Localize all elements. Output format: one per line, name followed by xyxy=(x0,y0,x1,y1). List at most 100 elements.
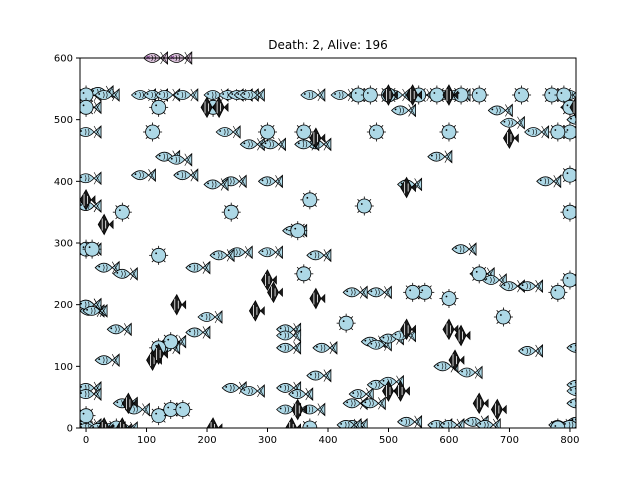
angelfish-icon xyxy=(472,392,489,415)
pufferfish-icon xyxy=(548,418,568,428)
y-tick-label: 200 xyxy=(54,300,73,311)
fish-icon xyxy=(239,137,265,152)
y-axis: 0 100 200 300 400 500 600 xyxy=(54,54,80,435)
fish-icon xyxy=(397,414,423,428)
markers xyxy=(80,51,576,428)
pufferfish-icon xyxy=(354,196,374,216)
pufferfish-icon xyxy=(288,221,308,241)
fish-icon xyxy=(197,310,223,324)
angelfish-icon xyxy=(206,417,223,428)
pufferfish-icon xyxy=(149,97,169,117)
y-tick-label: 300 xyxy=(54,239,73,250)
fish-icon xyxy=(572,92,576,98)
fish-icon xyxy=(276,328,302,343)
pufferfish-icon xyxy=(112,202,132,222)
pufferfish-icon xyxy=(560,202,576,222)
x-tick-label: 800 xyxy=(560,435,579,446)
x-tick-label: 400 xyxy=(318,435,337,446)
angelfish-icon xyxy=(261,269,277,291)
angelfish-icon xyxy=(115,417,132,428)
fish-icon xyxy=(518,344,544,358)
y-tick-label: 100 xyxy=(54,362,73,373)
y-tick-label: 600 xyxy=(54,54,73,65)
x-tick-label: 700 xyxy=(500,435,519,446)
fish-icon xyxy=(112,266,138,281)
angelfish-icon xyxy=(285,417,302,428)
pufferfish-icon xyxy=(403,282,423,302)
x-tick-label: 0 xyxy=(83,435,89,446)
fish-icon xyxy=(257,174,283,189)
y-tick-label: 400 xyxy=(54,177,73,188)
pufferfish-icon xyxy=(439,122,459,142)
fish-icon xyxy=(457,365,483,380)
fish-icon xyxy=(288,387,314,401)
pufferfish-icon xyxy=(221,202,241,222)
angelfish-icon xyxy=(442,318,459,341)
angelfish-icon xyxy=(454,324,471,347)
fish-icon xyxy=(209,248,235,263)
fish-icon xyxy=(185,325,211,340)
fish-icon xyxy=(94,353,120,368)
fish-icon xyxy=(106,322,132,337)
angelfish-icon xyxy=(121,392,138,415)
angelfish-icon xyxy=(442,84,459,106)
pufferfish-icon xyxy=(360,85,380,105)
fish-icon xyxy=(80,125,102,139)
pufferfish-icon xyxy=(493,307,513,327)
fish-icon xyxy=(360,396,386,411)
fish-icon xyxy=(451,242,477,257)
x-tick-label: 200 xyxy=(197,435,216,446)
angelfish-icon xyxy=(291,398,308,421)
pufferfish-icon xyxy=(348,85,368,105)
y-tick-label: 500 xyxy=(54,115,73,126)
angelfish-icon xyxy=(448,349,465,371)
pufferfish-icon xyxy=(554,85,574,105)
angelfish-icon xyxy=(97,417,114,428)
y-tick-label: 0 xyxy=(67,424,73,435)
fish-icon xyxy=(239,88,265,102)
fish-icon xyxy=(566,386,576,396)
chart-title: Death: 2, Alive: 196 xyxy=(268,38,388,52)
pufferfish-icon xyxy=(258,122,278,142)
pufferfish-icon xyxy=(143,122,163,142)
fish-icon xyxy=(130,168,156,183)
fish-icon xyxy=(366,285,392,300)
angelfish-icon xyxy=(212,96,229,119)
fish-icon xyxy=(80,171,102,186)
fish-icon xyxy=(348,387,374,401)
pufferfish-icon xyxy=(80,406,96,426)
fish-icon xyxy=(80,387,102,401)
fish-icon xyxy=(566,342,576,353)
pufferfish-icon xyxy=(512,85,532,105)
fish-icon xyxy=(475,418,501,428)
fish-icon xyxy=(499,115,525,130)
fish-icon xyxy=(427,149,453,164)
pufferfish-icon xyxy=(173,400,193,419)
pufferfish-icon xyxy=(469,85,489,105)
x-tick-label: 600 xyxy=(439,435,458,446)
fish-icon xyxy=(203,177,229,192)
fish-icon xyxy=(173,168,199,183)
angelfish-icon xyxy=(309,287,326,310)
angelfish-icon xyxy=(309,127,326,149)
fish-icon xyxy=(481,273,507,287)
angelfish-icon xyxy=(170,293,187,316)
fish-icon xyxy=(185,260,211,275)
angelfish-icon xyxy=(502,127,519,149)
pufferfish-icon xyxy=(548,122,568,142)
fish-icon xyxy=(94,260,120,275)
pufferfish-icon xyxy=(294,122,314,142)
angelfish-icon xyxy=(80,189,96,211)
pufferfish-icon xyxy=(366,122,386,142)
pufferfish-icon xyxy=(82,239,102,259)
fish-icon xyxy=(260,137,286,152)
angelfish-icon xyxy=(248,300,265,322)
pufferfish-icon xyxy=(336,313,356,333)
fish-icon xyxy=(566,114,576,125)
angelfish-icon xyxy=(569,96,576,119)
pufferfish-icon xyxy=(469,264,489,284)
angelfish-icon xyxy=(490,398,507,421)
angelfish-icon xyxy=(152,343,168,365)
pufferfish-icon xyxy=(300,190,320,210)
